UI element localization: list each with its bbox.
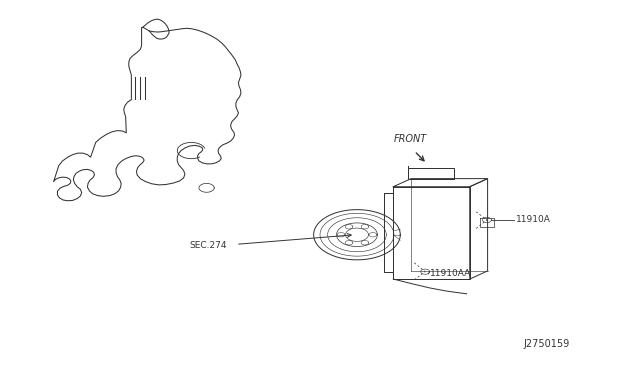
Text: FRONT: FRONT bbox=[394, 134, 426, 144]
Text: 11910A: 11910A bbox=[516, 215, 551, 224]
Text: J2750159: J2750159 bbox=[523, 339, 570, 349]
Text: 11910AA: 11910AA bbox=[429, 269, 471, 278]
Text: SEC.274: SEC.274 bbox=[189, 241, 227, 250]
